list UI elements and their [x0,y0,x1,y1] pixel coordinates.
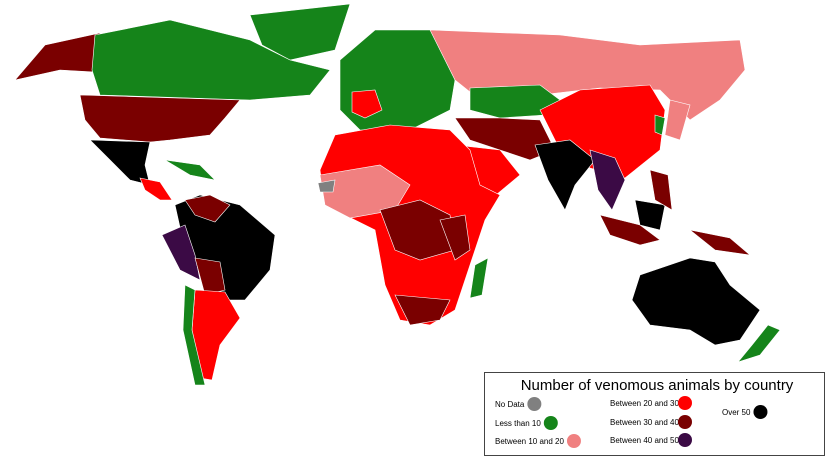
legend-swatch [527,397,542,411]
canada [91,19,331,101]
chile [182,284,206,386]
east-africa [439,214,471,261]
legend-swatch [678,433,692,447]
borneo [634,199,666,231]
usa [79,94,241,143]
new-guinea [689,229,751,256]
legend: Number of venomous animals by country No… [484,372,825,456]
bolivia [194,257,226,296]
greenland [249,3,351,61]
legend-box [484,372,825,456]
legend-label: Between 20 and 30 [610,399,679,408]
legend-swatch [678,415,692,429]
indonesia [599,214,661,246]
legend-label: Over 50 [722,408,751,417]
legend-swatch [543,416,558,430]
madagascar [469,257,489,299]
philippines [649,169,673,211]
caribbean [164,159,216,181]
central-america [139,177,173,201]
japan [664,99,691,141]
new-zealand [737,324,781,363]
korea [654,114,666,136]
legend-swatch [566,434,581,448]
australia [631,257,761,346]
legend-title: Number of venomous animals by country [521,377,794,394]
legend-label: Between 30 and 40 [610,418,679,427]
se-asia [589,149,626,211]
alaska [14,32,101,81]
legend-swatch [753,405,768,419]
legend-label: Between 40 and 50 [610,436,679,445]
legend-swatch [678,396,692,410]
legend-label: Less than 10 [495,419,541,428]
world-map [14,3,781,386]
legend-label: Between 10 and 20 [495,437,564,446]
venezuela [184,194,231,223]
no-data-africa [317,179,336,193]
france [351,89,383,119]
india [534,139,596,211]
southern-africa [394,294,451,326]
legend-label: No Data [495,400,525,409]
